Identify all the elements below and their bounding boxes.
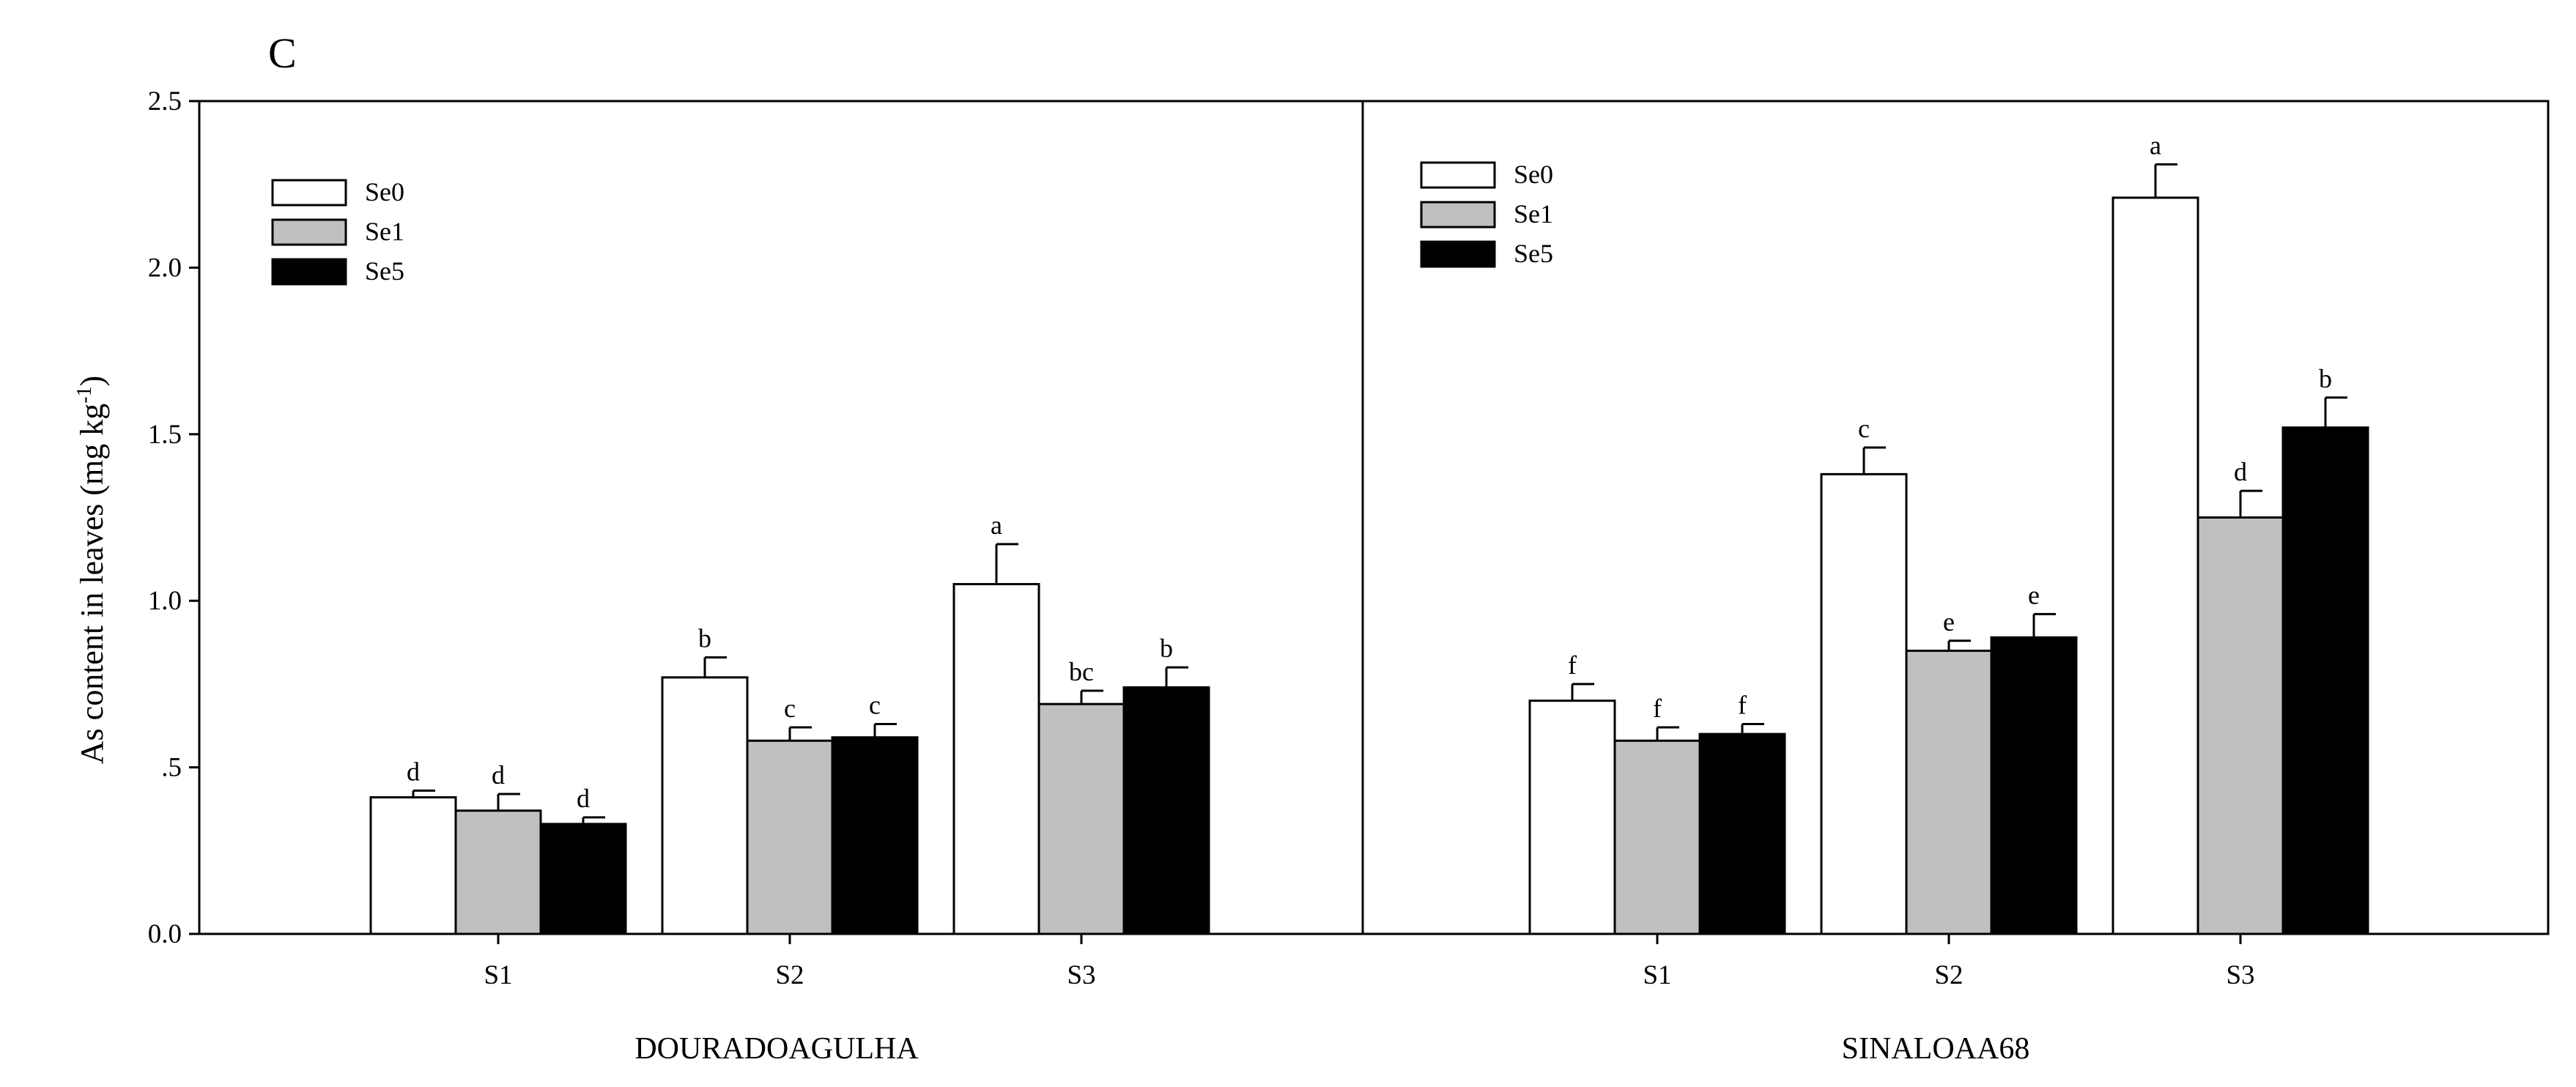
significance-letter: d — [577, 784, 590, 813]
x-tick-label: S3 — [2226, 960, 2254, 990]
y-axis-title: As content in leaves (mg kg-1) — [73, 376, 110, 764]
group-label: SINALOAA68 — [1842, 1032, 2030, 1066]
significance-letter: c — [784, 694, 796, 723]
y-tick-label: 1.0 — [148, 586, 182, 616]
significance-letter: bc — [1069, 657, 1094, 686]
legend-label: Se1 — [365, 217, 404, 246]
y-tick-label: 2.0 — [148, 253, 182, 283]
significance-letter: a — [2150, 130, 2161, 160]
bar-se5 — [1990, 636, 2078, 935]
significance-letter: f — [1568, 650, 1577, 680]
bar-se0 — [2111, 196, 2199, 935]
legend-label: Se1 — [1514, 199, 1553, 229]
bar-se1 — [1905, 649, 1993, 935]
bar-se1 — [746, 739, 834, 935]
significance-letter: d — [407, 757, 420, 786]
bar-se0 — [369, 796, 457, 935]
x-tick-label: S1 — [484, 960, 512, 990]
significance-letter: c — [869, 690, 881, 719]
bar-se5 — [1698, 732, 1786, 935]
significance-letter: e — [1943, 607, 1955, 637]
legend-swatch-se0 — [1420, 161, 1496, 189]
legend-swatch-se0 — [271, 179, 347, 207]
group-label: DOURADOAGULHA — [634, 1032, 919, 1066]
bar-se5 — [831, 736, 919, 935]
significance-letter: f — [1738, 690, 1747, 719]
significance-letter: e — [2028, 580, 2040, 609]
legend-label: Se5 — [365, 256, 404, 286]
bar-se0 — [952, 582, 1040, 935]
bar-se5 — [1122, 686, 1210, 935]
bar-se5 — [539, 823, 627, 935]
bar-se5 — [2281, 426, 2369, 935]
x-tick-label: S2 — [775, 960, 804, 990]
y-tick-label: 1.5 — [148, 420, 182, 450]
significance-letter: a — [991, 511, 1002, 540]
significance-letter: b — [1160, 634, 1173, 663]
x-tick-label: S1 — [1643, 960, 1671, 990]
legend-swatch-se5 — [271, 258, 347, 286]
bar-se0 — [1528, 700, 1616, 935]
bar-se1 — [1037, 702, 1125, 935]
legend-label: Se5 — [1514, 239, 1553, 268]
legend-swatch-se5 — [1420, 240, 1496, 268]
significance-letter: b — [2319, 364, 2332, 393]
bar-se0 — [661, 676, 749, 935]
y-tick-label: 2.5 — [148, 86, 182, 116]
y-tick-label: 0.0 — [148, 919, 182, 949]
panel-label: C — [268, 29, 297, 77]
legend-label: Se0 — [1514, 160, 1553, 189]
plot-frame — [198, 100, 2550, 935]
significance-letter: b — [698, 624, 711, 653]
legend-swatch-se1 — [1420, 201, 1496, 229]
bar-se1 — [2196, 516, 2284, 935]
legend-swatch-se1 — [271, 218, 347, 246]
x-tick-label: S2 — [1934, 960, 1963, 990]
x-tick-label: S3 — [1067, 960, 1095, 990]
y-tick-label: .5 — [161, 753, 182, 783]
significance-letter: c — [1858, 414, 1870, 443]
significance-letter: d — [2234, 457, 2247, 486]
bar-se0 — [1820, 472, 1908, 935]
legend-label: Se0 — [365, 177, 404, 207]
bar-se1 — [454, 809, 542, 935]
significance-letter: d — [492, 760, 505, 790]
significance-letter: f — [1653, 694, 1662, 723]
bar-se1 — [1613, 739, 1701, 935]
